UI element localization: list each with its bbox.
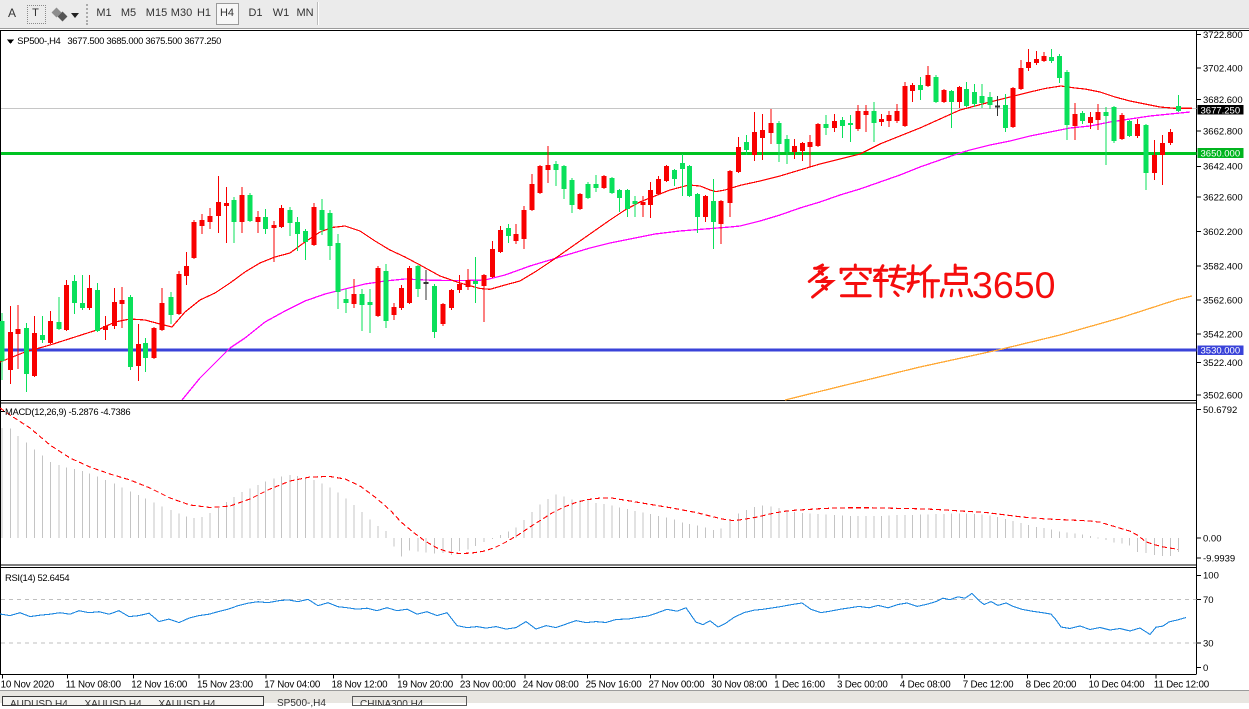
svg-text:3650: 3650 — [972, 264, 1055, 306]
svg-text:0: 0 — [1203, 663, 1208, 674]
svg-text:-9.9939: -9.9939 — [1203, 553, 1235, 564]
svg-text:3642.400: 3642.400 — [1203, 162, 1243, 173]
svg-text:3682.600: 3682.600 — [1203, 95, 1243, 106]
svg-text:3650.000: 3650.000 — [1201, 149, 1241, 160]
svg-text:50.6792: 50.6792 — [1203, 405, 1237, 416]
svg-text:11 Nov 08:00: 11 Nov 08:00 — [66, 680, 122, 691]
svg-text:11 Dec 12:00: 11 Dec 12:00 — [1154, 680, 1210, 691]
svg-text:30: 30 — [1203, 638, 1214, 649]
svg-text:30 Nov 08:00: 30 Nov 08:00 — [711, 680, 768, 691]
svg-text:RSI(14) 52.6454: RSI(14) 52.6454 — [5, 572, 69, 583]
svg-text:10 Dec 04:00: 10 Dec 04:00 — [1089, 680, 1146, 691]
svg-text:8 Dec 20:00: 8 Dec 20:00 — [1026, 680, 1077, 691]
svg-text:3542.200: 3542.200 — [1203, 329, 1243, 340]
svg-text:3662.800: 3662.800 — [1203, 126, 1243, 137]
svg-text:100: 100 — [1203, 571, 1219, 582]
svg-text:25 Nov 16:00: 25 Nov 16:00 — [586, 680, 643, 691]
svg-text:3522.400: 3522.400 — [1203, 358, 1243, 369]
svg-text:1 Dec 16:00: 1 Dec 16:00 — [774, 680, 825, 691]
svg-text:3530.000: 3530.000 — [1201, 346, 1241, 357]
svg-text:4 Dec 08:00: 4 Dec 08:00 — [900, 680, 951, 691]
svg-text:SP500-,H4 3677.500 3685.000: SP500-,H4 3677.500 3685.000 3675.500 367… — [15, 35, 221, 46]
svg-text:15 Nov 23:00: 15 Nov 23:00 — [197, 680, 254, 691]
svg-text:12 Nov 16:00: 12 Nov 16:00 — [131, 680, 188, 691]
svg-text:3702.400: 3702.400 — [1203, 63, 1243, 74]
svg-text:7 Dec 12:00: 7 Dec 12:00 — [963, 680, 1014, 691]
svg-text:3582.400: 3582.400 — [1203, 261, 1243, 272]
svg-text:23 Nov 00:00: 23 Nov 00:00 — [460, 680, 517, 691]
svg-text:MACD(12,26,9) -5.2876 -4.7386: MACD(12,26,9) -5.2876 -4.7386 — [5, 406, 130, 417]
svg-text:17 Nov 04:00: 17 Nov 04:00 — [264, 680, 321, 691]
svg-text:19 Nov 20:00: 19 Nov 20:00 — [397, 680, 454, 691]
svg-text:3 Dec 00:00: 3 Dec 00:00 — [837, 680, 888, 691]
svg-text:3502.600: 3502.600 — [1203, 390, 1243, 401]
svg-text:70: 70 — [1203, 595, 1214, 606]
svg-text:27 Nov 00:00: 27 Nov 00:00 — [649, 680, 706, 691]
svg-text:18 Nov 12:00: 18 Nov 12:00 — [332, 680, 389, 691]
svg-text:3622.600: 3622.600 — [1203, 192, 1243, 203]
svg-text:3602.200: 3602.200 — [1203, 227, 1243, 238]
svg-text:10 Nov 2020: 10 Nov 2020 — [1, 680, 55, 691]
svg-text:3722.800: 3722.800 — [1203, 30, 1243, 41]
svg-text:3562.600: 3562.600 — [1203, 295, 1243, 306]
svg-text:24 Nov 08:00: 24 Nov 08:00 — [523, 680, 580, 691]
svg-text:3677.250: 3677.250 — [1201, 105, 1241, 116]
svg-text:0.00: 0.00 — [1203, 533, 1222, 544]
